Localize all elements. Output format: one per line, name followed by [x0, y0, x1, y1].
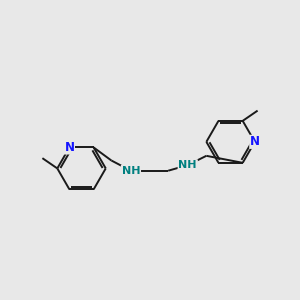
Text: NH: NH — [178, 160, 197, 170]
Text: N: N — [64, 141, 74, 154]
Text: N: N — [250, 135, 260, 148]
Text: NH: NH — [122, 166, 140, 176]
